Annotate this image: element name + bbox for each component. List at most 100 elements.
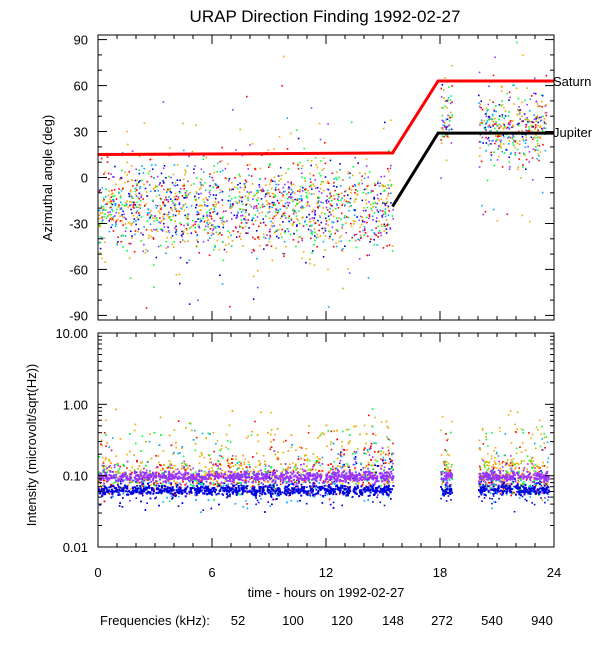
direction-point [366,206,369,209]
intensity-point [271,503,273,506]
top-ytick-label: 30 [74,125,88,140]
direction-point [141,194,143,196]
intensity-point [103,482,105,485]
direction-point [111,203,114,206]
direction-point [540,119,543,122]
direction-point [367,235,369,238]
direction-point [104,171,106,174]
direction-point [505,127,508,130]
direction-point [240,219,243,221]
intensity-point [202,483,205,485]
direction-point [518,109,520,112]
intensity-point [262,454,265,457]
direction-point [352,185,354,187]
direction-point [174,220,176,222]
direction-point [538,145,541,147]
direction-point [329,207,331,210]
intensity-point [269,448,272,451]
direction-point [175,210,178,212]
direction-point [540,100,543,103]
intensity-point [166,467,168,469]
intensity-point [387,477,390,480]
intensity-point [219,482,221,485]
intensity-point [208,454,211,457]
direction-point [530,95,533,97]
direction-point [256,207,259,210]
intensity-point [179,452,181,454]
intensity-point [198,469,201,471]
direction-point [202,171,205,173]
direction-point [135,211,138,214]
intensity-point [343,463,345,466]
intensity-point [370,442,373,445]
intensity-point [113,466,116,468]
direction-point [539,125,542,127]
intensity-point [319,464,321,467]
direction-point [137,196,140,199]
direction-point [287,181,289,183]
direction-point [347,172,350,175]
direction-point [503,135,505,138]
intensity-point [321,456,324,459]
intensity-point [225,478,227,480]
direction-point [152,217,154,219]
direction-point [156,205,159,207]
direction-point [445,100,448,102]
intensity-point [140,500,142,503]
direction-point [325,202,328,204]
intensity-point [242,506,245,508]
intensity-point [384,459,387,461]
direction-point [377,211,380,213]
direction-point [278,228,280,231]
intensity-point [129,450,131,453]
intensity-point [270,411,272,414]
intensity-point [194,474,197,477]
direction-point [381,215,383,217]
direction-point [285,217,287,219]
direction-point [543,120,546,123]
direction-point [294,198,296,201]
direction-point [383,190,385,192]
direction-point [256,192,258,194]
direction-point [373,212,376,214]
intensity-point [163,471,165,474]
intensity-point [371,425,373,427]
direction-point [227,236,230,239]
direction-point [213,171,216,174]
direction-point [310,232,313,234]
direction-point [265,184,267,186]
intensity-point [317,437,319,439]
direction-point [491,118,494,121]
direction-point [508,99,510,101]
intensity-point [268,471,271,474]
direction-point [208,175,211,178]
direction-point [376,217,378,219]
direction-point [137,230,139,233]
intensity-point [298,471,301,474]
intensity-point [323,485,326,487]
direction-point [295,245,297,248]
intensity-point [234,503,237,505]
intensity-point [369,447,372,449]
intensity-point [381,464,383,467]
intensity-point [198,476,201,478]
intensity-point [318,470,320,472]
direction-point [522,152,525,155]
intensity-point [269,470,271,472]
intensity-point [184,474,187,477]
direction-point [486,179,489,182]
intensity-point [306,472,309,475]
direction-point [247,232,249,234]
direction-point [384,211,386,213]
direction-point [544,105,547,107]
direction-point [140,240,143,242]
intensity-point [171,472,173,474]
direction-point [322,232,325,234]
intensity-point [171,497,174,499]
direction-point [246,191,249,193]
direction-point [298,198,300,200]
direction-point [329,212,332,214]
intensity-point [129,500,131,502]
direction-point [490,143,493,145]
intensity-point [375,442,377,445]
